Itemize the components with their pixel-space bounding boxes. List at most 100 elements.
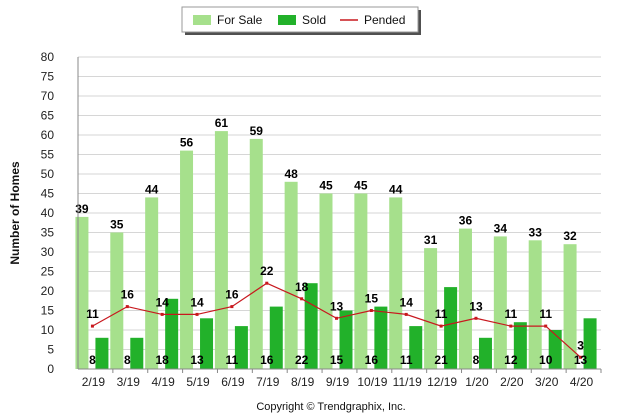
axes bbox=[77, 57, 601, 370]
data-labels: 3983584418561361115916482245154516441131… bbox=[75, 116, 587, 367]
pended-point bbox=[230, 305, 234, 309]
y-tick-label: 15 bbox=[41, 304, 55, 318]
y-axis-label: Number of Homes bbox=[8, 161, 22, 265]
data-label-for-sale: 33 bbox=[529, 225, 543, 239]
data-label-pended: 22 bbox=[260, 264, 274, 278]
data-label-pended: 16 bbox=[121, 288, 135, 302]
bar-for-sale bbox=[75, 216, 89, 369]
data-label-for-sale: 44 bbox=[145, 182, 159, 196]
data-label-sold: 13 bbox=[190, 353, 204, 367]
x-tick-label: 4/20 bbox=[570, 375, 594, 389]
bar-sold bbox=[304, 283, 318, 369]
data-label-sold: 13 bbox=[574, 353, 588, 367]
y-tick-label: 25 bbox=[41, 265, 55, 279]
y-tick-label: 20 bbox=[41, 284, 55, 298]
bar-sold bbox=[583, 318, 597, 369]
data-label-sold: 15 bbox=[330, 353, 344, 367]
y-tick-label: 10 bbox=[41, 323, 55, 337]
data-label-sold: 16 bbox=[365, 353, 379, 367]
data-label-for-sale: 31 bbox=[424, 233, 438, 247]
bar-sold bbox=[513, 322, 527, 369]
bar-for-sale bbox=[389, 197, 403, 369]
data-label-sold: 8 bbox=[473, 353, 480, 367]
x-tick-label: 5/19 bbox=[186, 375, 210, 389]
pended-point bbox=[195, 312, 199, 316]
data-label-pended: 14 bbox=[155, 295, 169, 309]
data-label-pended: 11 bbox=[539, 307, 552, 321]
bar-sold bbox=[374, 306, 388, 369]
bar-for-sale bbox=[214, 131, 228, 369]
y-tick-label: 60 bbox=[41, 128, 55, 142]
pended-point bbox=[125, 305, 129, 309]
x-tick-label: 2/20 bbox=[500, 375, 524, 389]
bar-sold bbox=[444, 287, 458, 369]
bar-sold bbox=[130, 337, 144, 369]
bar-for-sale bbox=[458, 228, 472, 369]
data-label-pended: 11 bbox=[86, 307, 99, 321]
y-tick-label: 45 bbox=[41, 187, 55, 201]
data-label-sold: 12 bbox=[504, 353, 518, 367]
x-tick-label: 3/20 bbox=[535, 375, 559, 389]
pended-point bbox=[579, 355, 583, 359]
y-tick-label: 75 bbox=[41, 70, 55, 84]
legend-swatch-for-sale bbox=[193, 15, 211, 25]
bar-for-sale bbox=[145, 197, 159, 369]
data-label-for-sale: 45 bbox=[319, 179, 333, 193]
data-label-sold: 10 bbox=[539, 353, 553, 367]
data-label-for-sale: 56 bbox=[180, 136, 194, 150]
y-tick-label: 55 bbox=[41, 148, 55, 162]
data-label-sold: 11 bbox=[226, 353, 239, 367]
bar-for-sale bbox=[354, 193, 368, 369]
pended-point bbox=[509, 324, 513, 328]
y-tick-label: 30 bbox=[41, 245, 55, 259]
legend-swatch-sold bbox=[278, 15, 296, 25]
bar-for-sale bbox=[249, 138, 263, 369]
x-tick-label: 8/19 bbox=[291, 375, 315, 389]
data-label-for-sale: 36 bbox=[459, 214, 473, 228]
y-tick-label: 35 bbox=[41, 226, 55, 240]
bars bbox=[75, 131, 597, 369]
data-label-sold: 16 bbox=[260, 353, 274, 367]
x-axis-ticks: 2/19 3/19 4/19 5/19 6/19 7/19 8/19 9/19 10/19 11/… bbox=[82, 369, 602, 389]
bar-for-sale bbox=[110, 232, 124, 369]
bar-sold bbox=[200, 318, 214, 369]
data-label-pended: 11 bbox=[435, 307, 448, 321]
pended-line bbox=[90, 281, 583, 359]
legend-label-sold: Sold bbox=[302, 13, 326, 27]
bar-for-sale bbox=[528, 240, 542, 369]
pended-point bbox=[544, 324, 548, 328]
pended-point bbox=[404, 312, 408, 316]
x-tick-label: 11/19 bbox=[393, 375, 422, 389]
legend-label-for-sale: For Sale bbox=[217, 13, 263, 27]
y-tick-label: 0 bbox=[47, 362, 54, 376]
pended-point bbox=[160, 312, 164, 316]
x-tick-label: 6/19 bbox=[221, 375, 245, 389]
bar-for-sale bbox=[284, 181, 298, 369]
data-label-pended: 15 bbox=[365, 292, 379, 306]
x-tick-label: 12/19 bbox=[427, 375, 457, 389]
x-tick-label: 7/19 bbox=[256, 375, 280, 389]
y-tick-label: 40 bbox=[41, 206, 55, 220]
data-label-sold: 8 bbox=[89, 353, 96, 367]
y-tick-label: 65 bbox=[41, 109, 55, 123]
data-label-sold: 11 bbox=[400, 353, 413, 367]
pended-point bbox=[369, 309, 373, 312]
bar-sold bbox=[165, 298, 179, 369]
bar-for-sale bbox=[493, 236, 507, 369]
bar-sold bbox=[409, 326, 423, 369]
bar-sold bbox=[269, 306, 283, 369]
data-label-for-sale: 48 bbox=[284, 167, 298, 181]
data-label-sold: 21 bbox=[434, 353, 448, 367]
copyright-text: Copyright © Trendgraphix, Inc. bbox=[256, 401, 405, 413]
bar-sold bbox=[548, 330, 562, 369]
data-label-pended: 16 bbox=[225, 288, 239, 302]
pended-point bbox=[300, 297, 304, 301]
pended-point bbox=[90, 324, 94, 328]
data-label-sold: 18 bbox=[155, 353, 169, 367]
data-label-sold: 8 bbox=[124, 353, 131, 367]
data-label-pended: 11 bbox=[504, 307, 517, 321]
data-label-for-sale: 34 bbox=[494, 221, 508, 235]
data-label-pended: 3 bbox=[577, 338, 584, 352]
bar-for-sale bbox=[563, 244, 577, 369]
